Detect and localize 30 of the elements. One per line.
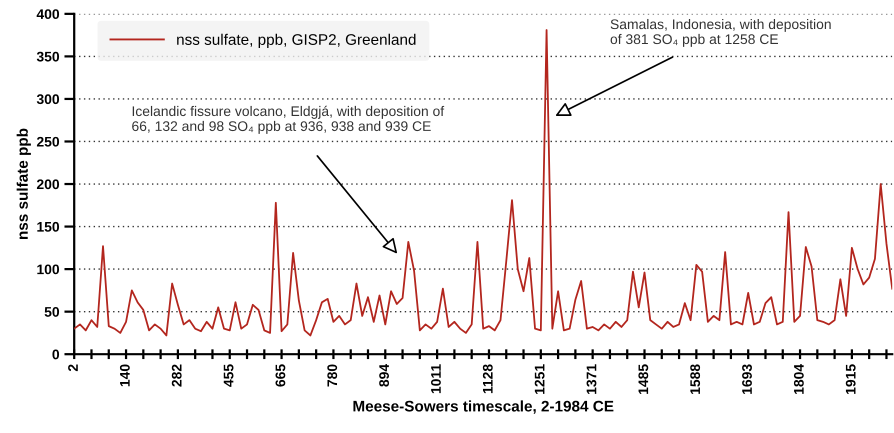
x-tick-label: 1693 [742, 364, 752, 394]
y-tick-label: 150 [37, 222, 60, 232]
x-tick-label: 140 [120, 364, 130, 386]
x-tick-label: 665 [275, 364, 286, 387]
x-tick-label: 1485 [638, 364, 648, 394]
x-tick-label: 2 [68, 364, 78, 372]
x-tick-label: 780 [327, 364, 338, 386]
x-tick-label: 1915 [846, 364, 856, 394]
y-tick-label: 50 [44, 306, 60, 317]
x-axis-title: Meese-Sowers timescale, 2-1984 CE [353, 400, 614, 414]
legend-label: nss sulfate, ppb, GISP2, Greenland [177, 34, 416, 48]
x-tick-label: 1251 [534, 364, 545, 394]
y-tick-label: 0 [52, 350, 60, 360]
x-tick-label: 1128 [482, 364, 493, 394]
y-tick-label: 350 [36, 52, 60, 62]
y-tick-label: 250 [36, 136, 60, 147]
y-tick-label: 100 [37, 264, 60, 274]
x-tick-label: 1011 [431, 364, 441, 394]
x-tick-label: 1588 [690, 364, 700, 394]
y-tick-label: 400 [36, 9, 60, 20]
annotation: Samalas, Indonesia, with deposition of 381 SO₄ ppb at 1258 CE [610, 18, 831, 47]
x-tick-label: 894 [379, 364, 390, 387]
x-tick-label: 1804 [794, 364, 804, 394]
x-tick-label: 455 [224, 364, 234, 387]
annotation: Icelandic fissure volcano, Eldgjá, with deposition of 66, 132 and 98 SO₄ ppb at 936, 938 and 939 CE [132, 106, 444, 134]
x-tick-label: 282 [172, 364, 182, 387]
x-tick-label: 1371 [586, 364, 596, 394]
y-tick-label: 300 [36, 94, 60, 104]
y-tick-label: 200 [36, 179, 60, 190]
y-axis-title: nss sulfate ppb [16, 128, 31, 240]
